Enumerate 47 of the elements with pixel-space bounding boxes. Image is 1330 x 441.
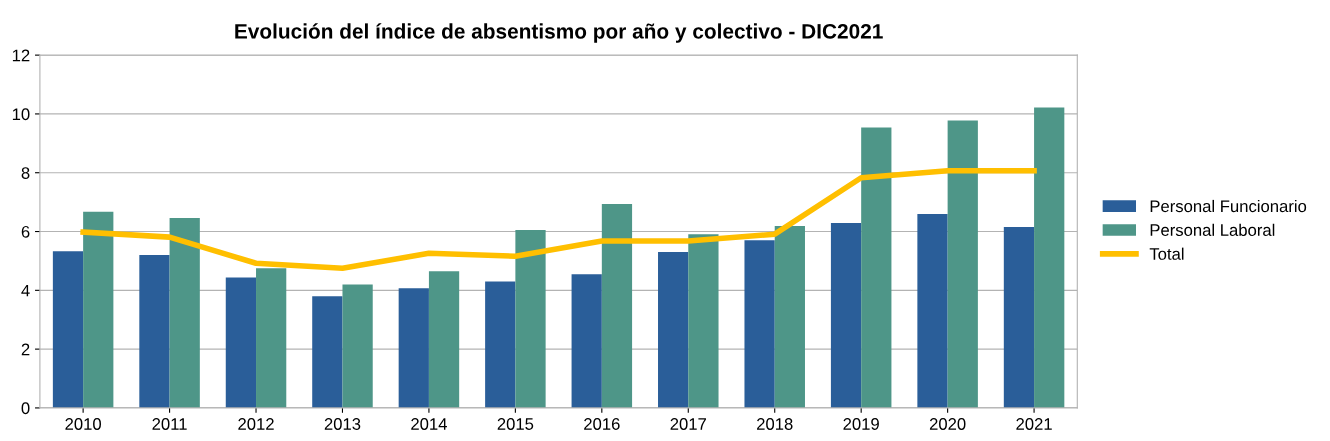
y-tick-label: 12 bbox=[12, 49, 30, 62]
bar bbox=[139, 255, 170, 408]
chart-title: Evolución del índice de absentismo por año y colectivo - DIC2021 bbox=[235, 23, 883, 43]
bar bbox=[658, 252, 689, 408]
legend-label: Personal Funcionario bbox=[1150, 199, 1307, 213]
bar bbox=[428, 271, 460, 408]
bar bbox=[861, 127, 892, 408]
bar bbox=[256, 268, 287, 408]
x-tick-label: 2020 bbox=[929, 418, 966, 430]
bar bbox=[744, 240, 775, 408]
x-tick-label: 2017 bbox=[670, 418, 706, 430]
bar bbox=[947, 120, 978, 408]
x-tick-label: 2021 bbox=[1016, 418, 1052, 430]
y-tick-label: 4 bbox=[21, 284, 30, 297]
x-tick-label: 2016 bbox=[584, 418, 620, 430]
legend-label: Total bbox=[1149, 247, 1184, 260]
x-tick-label: 2011 bbox=[152, 418, 187, 430]
x-tick-label: 2010 bbox=[65, 418, 102, 430]
legend-label: Personal Laboral bbox=[1150, 223, 1275, 236]
y-tick-label: 10 bbox=[12, 108, 30, 121]
bar bbox=[398, 288, 429, 408]
bar bbox=[312, 296, 343, 408]
bar bbox=[485, 281, 516, 408]
bar bbox=[571, 274, 602, 408]
bar bbox=[1034, 107, 1065, 408]
bar bbox=[601, 203, 633, 408]
x-tick-label: 2013 bbox=[324, 418, 361, 430]
bar bbox=[83, 211, 114, 408]
bar bbox=[225, 277, 257, 408]
x-tick-label: 2018 bbox=[757, 418, 793, 430]
bar bbox=[774, 225, 805, 408]
y-tick-label: 0 bbox=[21, 402, 30, 415]
bar bbox=[688, 234, 719, 408]
bar bbox=[1003, 227, 1035, 408]
x-tick-label: 2014 bbox=[411, 418, 447, 430]
x-tick-label: 2019 bbox=[843, 418, 879, 430]
y-tick-label: 6 bbox=[21, 225, 30, 238]
x-tick-label: 2015 bbox=[497, 418, 534, 430]
y-tick-label: 2 bbox=[21, 343, 30, 356]
y-tick-label: 8 bbox=[21, 167, 30, 179]
bar bbox=[342, 284, 373, 408]
bar bbox=[52, 251, 84, 408]
bar bbox=[169, 218, 200, 408]
bar bbox=[830, 223, 862, 408]
bar bbox=[515, 230, 546, 408]
x-tick-label: 2012 bbox=[238, 418, 274, 430]
bar bbox=[917, 213, 948, 408]
